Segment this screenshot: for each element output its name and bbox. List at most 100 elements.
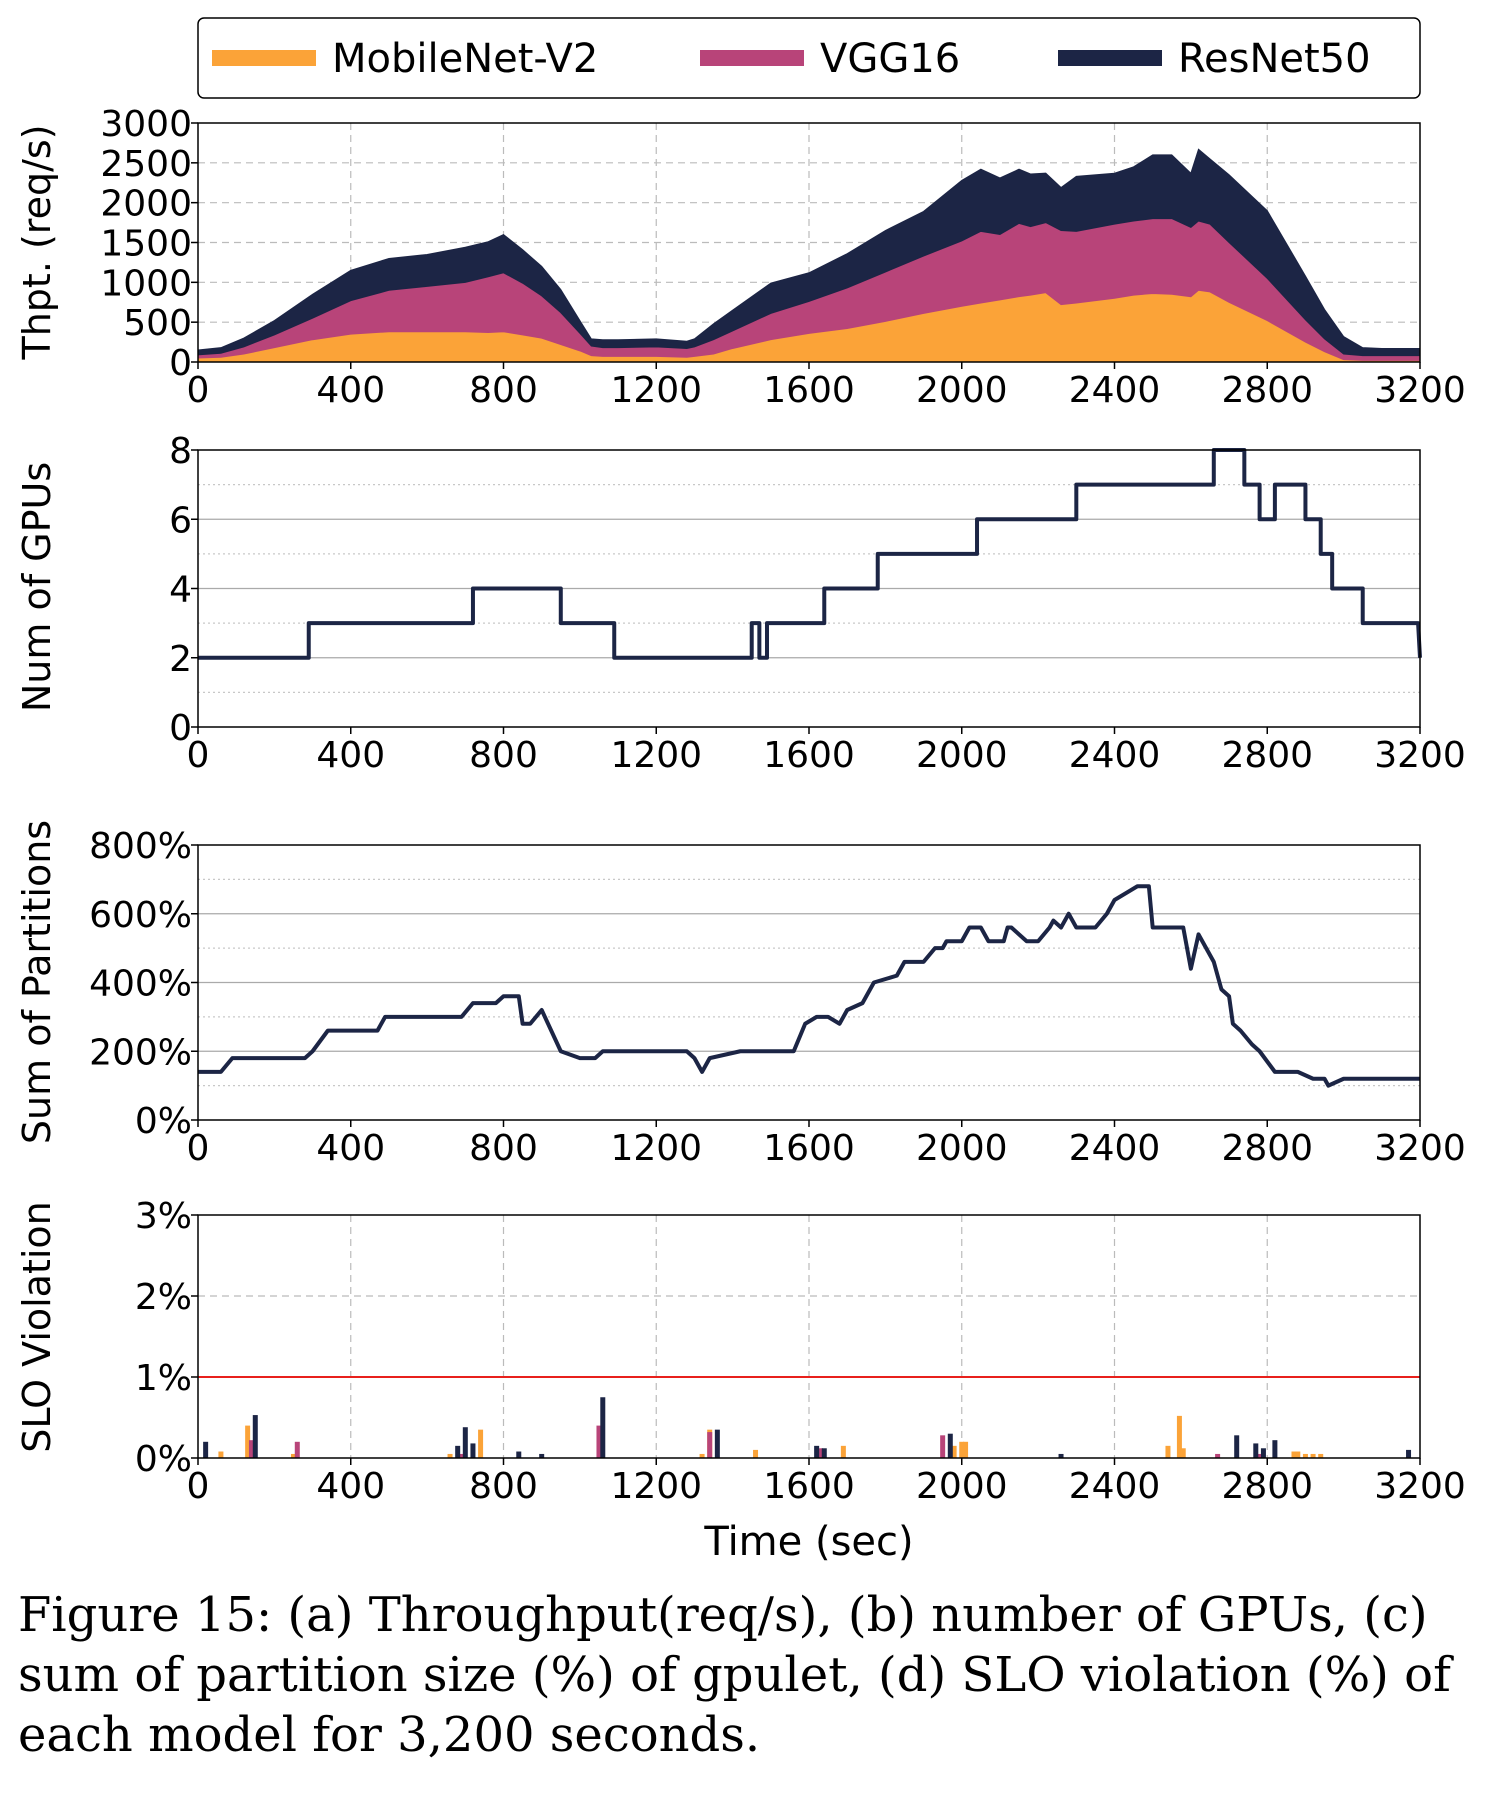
x-tick-label: 2400 bbox=[1069, 1128, 1161, 1169]
y-tick-label: 8 bbox=[169, 431, 192, 472]
violation-bar-mobilenet-v2 bbox=[753, 1449, 759, 1458]
y-tick-label: 0 bbox=[169, 708, 192, 749]
legend-swatch-vgg16 bbox=[700, 50, 804, 66]
x-tick-label: 2400 bbox=[1069, 735, 1161, 776]
y-tick-label: 200% bbox=[89, 1032, 192, 1073]
violation-bar-mobilenet-v2 bbox=[290, 1453, 296, 1458]
y-tick-label: 400% bbox=[89, 964, 192, 1005]
throughput-y-axis-title: Thpt. (req/s) bbox=[15, 124, 59, 360]
y-tick-label: 1% bbox=[135, 1358, 192, 1399]
x-tick-label: 2000 bbox=[916, 370, 1008, 411]
violation-bar-resnet50 bbox=[821, 1448, 827, 1458]
x-tick-label: 2000 bbox=[916, 735, 1008, 776]
time-x-axis-title: Time (sec) bbox=[703, 1519, 913, 1565]
violation-bar-resnet50 bbox=[1272, 1440, 1278, 1458]
violation-bar-mobilenet-v2 bbox=[1318, 1453, 1324, 1458]
violation-bar-vgg16 bbox=[1257, 1453, 1263, 1458]
violation-bar-resnet50 bbox=[947, 1433, 953, 1458]
y-tick-label: 4 bbox=[169, 570, 192, 611]
violation-bar-mobilenet-v2 bbox=[1295, 1451, 1301, 1458]
x-tick-label: 1600 bbox=[763, 1128, 855, 1169]
legend-label-mobilenet: MobileNet-V2 bbox=[332, 36, 598, 82]
violation-bar-mobilenet-v2 bbox=[959, 1441, 965, 1458]
violation-bar-mobilenet-v2 bbox=[699, 1453, 705, 1458]
violation-bar-vgg16 bbox=[1215, 1453, 1221, 1458]
y-tick-label: 2500 bbox=[100, 144, 192, 185]
violation-bar-resnet50 bbox=[1234, 1435, 1240, 1458]
x-tick-label: 400 bbox=[316, 735, 385, 776]
violation-bar-mobilenet-v2 bbox=[447, 1453, 453, 1458]
slo-y-axis-title: SLO Violation bbox=[15, 1201, 59, 1453]
x-tick-label: 3200 bbox=[1374, 735, 1466, 776]
figure-caption: Figure 15: (a) Throughput(req/s), (b) nu… bbox=[18, 1587, 1451, 1763]
x-tick-label: 2800 bbox=[1221, 1466, 1313, 1507]
x-tick-label: 0 bbox=[187, 1128, 210, 1169]
violation-bar-mobilenet-v2 bbox=[245, 1425, 251, 1458]
violation-bar-vgg16 bbox=[817, 1448, 823, 1458]
x-tick-label: 1200 bbox=[610, 735, 702, 776]
violation-bar-resnet50 bbox=[1260, 1448, 1266, 1458]
y-tick-label: 0% bbox=[135, 1101, 192, 1142]
violation-bar-resnet50 bbox=[455, 1445, 461, 1458]
y-tick-label: 3% bbox=[135, 1196, 192, 1237]
y-tick-label: 2% bbox=[135, 1277, 192, 1318]
x-tick-label: 0 bbox=[187, 370, 210, 411]
violation-bar-resnet50 bbox=[539, 1453, 545, 1458]
violation-bar-mobilenet-v2 bbox=[963, 1441, 969, 1458]
x-tick-label: 0 bbox=[187, 735, 210, 776]
violation-bar-resnet50 bbox=[462, 1427, 468, 1458]
x-tick-label: 1200 bbox=[610, 1466, 702, 1507]
x-tick-label: 1200 bbox=[610, 1128, 702, 1169]
violation-bar-resnet50 bbox=[470, 1443, 476, 1458]
y-tick-label: 0 bbox=[169, 343, 192, 384]
y-tick-label: 6 bbox=[169, 500, 192, 541]
x-tick-label: 3200 bbox=[1374, 370, 1466, 411]
violation-bar-resnet50 bbox=[252, 1415, 258, 1458]
x-tick-label: 3200 bbox=[1374, 1128, 1466, 1169]
x-tick-label: 400 bbox=[316, 1128, 385, 1169]
violation-bar-mobilenet-v2 bbox=[951, 1445, 957, 1458]
legend: MobileNet-V2 VGG16 ResNet50 bbox=[197, 17, 1421, 99]
y-tick-label: 1500 bbox=[100, 224, 192, 265]
x-tick-label: 800 bbox=[469, 370, 538, 411]
x-tick-label: 2800 bbox=[1221, 735, 1313, 776]
partitions-y-axis-title: Sum of Partitions bbox=[15, 820, 59, 1144]
x-tick-label: 2400 bbox=[1069, 1466, 1161, 1507]
gpu-count-panel: Num of GPUs 0 400 800 1200 1600 2000 2400 2800 3… bbox=[15, 431, 1466, 776]
violation-bar-resnet50 bbox=[1253, 1443, 1259, 1458]
violation-bar-resnet50 bbox=[1406, 1449, 1412, 1458]
y-tick-label: 2000 bbox=[100, 184, 192, 225]
violation-bar-mobilenet-v2 bbox=[1165, 1445, 1171, 1458]
x-tick-label: 400 bbox=[316, 370, 385, 411]
violation-bar-vgg16 bbox=[248, 1440, 254, 1458]
violation-bar-resnet50 bbox=[516, 1451, 522, 1458]
violation-bar-vgg16 bbox=[596, 1425, 602, 1458]
x-tick-label: 1600 bbox=[763, 735, 855, 776]
y-tick-label: 1000 bbox=[100, 263, 192, 304]
violation-bar-vgg16 bbox=[294, 1441, 300, 1458]
y-tick-label: 2 bbox=[169, 639, 192, 680]
x-tick-label: 2400 bbox=[1069, 370, 1161, 411]
violation-bar-resnet50 bbox=[203, 1441, 209, 1458]
throughput-panel: Thpt. (req/s) 0 400 800 1200 1600 2000 2400 280… bbox=[15, 104, 1466, 411]
x-tick-label: 3200 bbox=[1374, 1466, 1466, 1507]
violation-bar-vgg16 bbox=[940, 1435, 946, 1458]
x-tick-label: 1200 bbox=[610, 370, 702, 411]
x-tick-label: 2000 bbox=[916, 1128, 1008, 1169]
violation-bar-resnet50 bbox=[714, 1429, 720, 1458]
violation-bar-mobilenet-v2 bbox=[1302, 1453, 1308, 1458]
violation-bar-mobilenet-v2 bbox=[1310, 1453, 1316, 1458]
slo-violation-panel: SLO Violation Time (sec) 0 400 800 1200 1600… bbox=[15, 1196, 1466, 1565]
violation-bar-vgg16 bbox=[707, 1432, 713, 1458]
violation-bar-mobilenet-v2 bbox=[218, 1451, 224, 1458]
legend-swatch-resnet50 bbox=[1058, 50, 1162, 66]
violation-bar-mobilenet-v2 bbox=[840, 1445, 846, 1458]
legend-label-vgg16: VGG16 bbox=[820, 36, 960, 82]
x-tick-label: 400 bbox=[316, 1466, 385, 1507]
violation-bar-resnet50 bbox=[814, 1445, 820, 1458]
x-tick-label: 1600 bbox=[763, 1466, 855, 1507]
violation-bar-mobilenet-v2 bbox=[1176, 1415, 1182, 1458]
gpu-count-y-axis-title: Num of GPUs bbox=[15, 462, 59, 712]
partitions-line bbox=[198, 884, 1420, 1088]
violation-bar-resnet50 bbox=[600, 1397, 606, 1458]
